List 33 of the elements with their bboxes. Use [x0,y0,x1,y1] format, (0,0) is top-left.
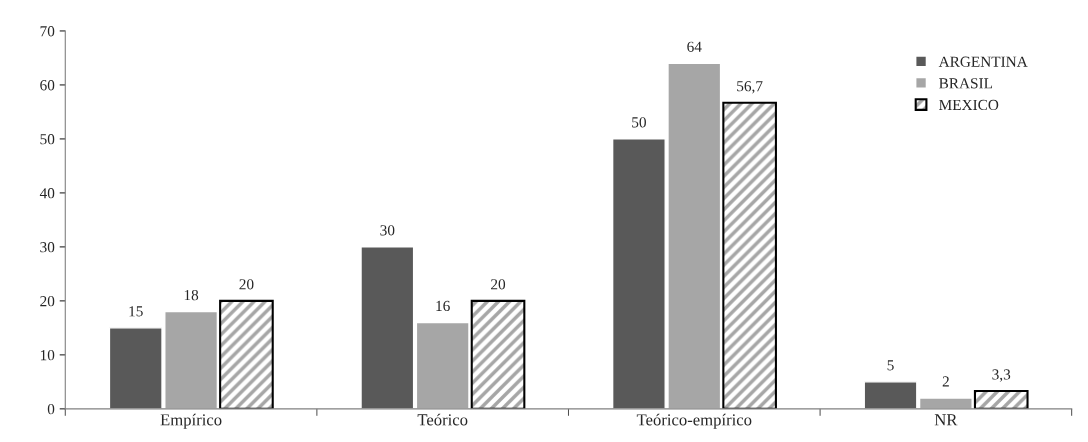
bar [470,299,526,409]
y-tick-label: 50 [40,134,55,145]
legend-label: BRASIL [939,78,993,89]
y-tick-label: 40 [39,188,55,199]
x-tick-label: Teórico [417,413,468,426]
y-tick-label: 10 [40,350,55,361]
data-label: 5 [887,360,894,371]
data-label: 15 [129,306,143,317]
data-label: 50 [632,117,646,128]
legend-label: MEXICO [939,99,999,111]
x-tick-label: Teórico-empírico [636,413,752,429]
data-label: 2 [942,376,949,387]
bar [722,101,777,409]
bar [219,299,274,409]
bar [415,321,470,409]
y-tick-label: 20 [40,296,55,307]
y-tick-label: 70 [40,26,55,37]
x-tick-label: NR [934,414,958,426]
data-label: 18 [184,289,199,301]
data-label: 64 [687,41,702,52]
data-label: 3,3 [992,369,1011,382]
y-tick-label: 60 [40,80,55,91]
bar [973,389,1029,409]
data-label: 56,7 [737,81,763,94]
data-label: 20 [491,279,506,290]
data-label: 16 [436,300,450,312]
data-label: 20 [239,279,254,290]
x-tick-label: Empírico [160,413,222,429]
bar [360,246,415,409]
legend-label: ARGENTINA [938,56,1028,67]
data-label: 30 [380,225,395,236]
y-tick-label: 30 [40,242,55,253]
y-tick-label: 0 [47,403,55,415]
